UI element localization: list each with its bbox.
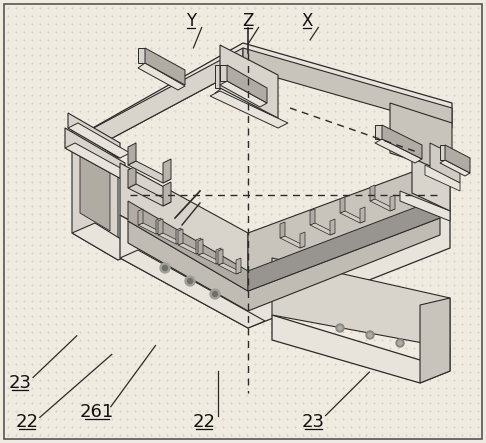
Polygon shape: [75, 48, 243, 158]
Polygon shape: [300, 232, 305, 248]
Polygon shape: [280, 236, 305, 248]
Circle shape: [366, 331, 374, 339]
Polygon shape: [370, 199, 395, 211]
Text: 23: 23: [302, 413, 325, 431]
Text: 23: 23: [9, 374, 32, 392]
Polygon shape: [215, 65, 222, 88]
Polygon shape: [227, 65, 267, 103]
Polygon shape: [375, 139, 422, 163]
Polygon shape: [198, 239, 203, 255]
Polygon shape: [128, 161, 171, 183]
Polygon shape: [128, 201, 248, 291]
Polygon shape: [128, 166, 136, 188]
Polygon shape: [138, 209, 143, 225]
Polygon shape: [210, 91, 288, 128]
Text: 22: 22: [15, 413, 38, 431]
Polygon shape: [390, 195, 395, 211]
Polygon shape: [340, 211, 365, 223]
Polygon shape: [128, 184, 171, 206]
Text: Z: Z: [242, 12, 254, 30]
Polygon shape: [248, 198, 440, 291]
Circle shape: [162, 265, 168, 271]
Text: 22: 22: [192, 413, 216, 431]
Polygon shape: [178, 229, 183, 245]
Polygon shape: [248, 158, 450, 285]
Polygon shape: [128, 218, 440, 311]
Polygon shape: [80, 153, 110, 231]
Polygon shape: [138, 223, 161, 234]
Polygon shape: [310, 223, 335, 235]
Polygon shape: [196, 238, 201, 254]
Circle shape: [368, 333, 372, 337]
Polygon shape: [163, 159, 171, 183]
Circle shape: [185, 276, 195, 286]
Polygon shape: [400, 191, 450, 221]
Circle shape: [188, 279, 192, 284]
Polygon shape: [236, 258, 241, 274]
Polygon shape: [220, 45, 278, 118]
Polygon shape: [156, 218, 161, 234]
Polygon shape: [198, 253, 221, 264]
Polygon shape: [68, 123, 130, 158]
Polygon shape: [145, 48, 185, 85]
Polygon shape: [138, 63, 185, 90]
Polygon shape: [65, 128, 125, 181]
Polygon shape: [218, 249, 223, 265]
Polygon shape: [68, 113, 120, 158]
Polygon shape: [220, 81, 267, 107]
Polygon shape: [176, 228, 181, 244]
Polygon shape: [220, 65, 227, 81]
Polygon shape: [216, 248, 221, 264]
Polygon shape: [243, 48, 452, 128]
Polygon shape: [425, 165, 460, 191]
Polygon shape: [158, 219, 163, 235]
Polygon shape: [440, 145, 445, 160]
Polygon shape: [178, 243, 201, 254]
Text: X: X: [301, 12, 313, 30]
Polygon shape: [158, 233, 181, 244]
Polygon shape: [120, 163, 248, 285]
Polygon shape: [370, 185, 375, 201]
Circle shape: [212, 291, 218, 296]
Polygon shape: [272, 258, 450, 348]
Circle shape: [396, 339, 404, 347]
Polygon shape: [72, 128, 118, 260]
Circle shape: [160, 263, 170, 273]
Polygon shape: [390, 103, 452, 173]
Circle shape: [398, 341, 402, 345]
Polygon shape: [163, 182, 171, 206]
Circle shape: [338, 326, 342, 330]
Polygon shape: [382, 125, 422, 159]
Polygon shape: [310, 209, 315, 225]
Polygon shape: [75, 43, 452, 158]
Polygon shape: [215, 88, 278, 123]
Polygon shape: [280, 222, 285, 238]
Polygon shape: [120, 250, 265, 328]
Polygon shape: [65, 143, 135, 181]
Polygon shape: [218, 263, 241, 274]
Polygon shape: [412, 158, 450, 211]
Polygon shape: [360, 207, 365, 223]
Circle shape: [336, 324, 344, 332]
Text: Y: Y: [186, 12, 196, 30]
Polygon shape: [138, 48, 145, 63]
Polygon shape: [430, 143, 460, 183]
Polygon shape: [72, 223, 140, 260]
Circle shape: [210, 289, 220, 299]
Polygon shape: [120, 208, 450, 328]
Polygon shape: [420, 298, 450, 383]
Polygon shape: [272, 315, 450, 383]
Polygon shape: [375, 125, 382, 139]
Polygon shape: [330, 219, 335, 235]
Polygon shape: [340, 197, 345, 213]
Polygon shape: [128, 143, 136, 165]
Polygon shape: [440, 160, 470, 176]
Polygon shape: [445, 145, 470, 173]
Text: 261: 261: [80, 403, 114, 421]
